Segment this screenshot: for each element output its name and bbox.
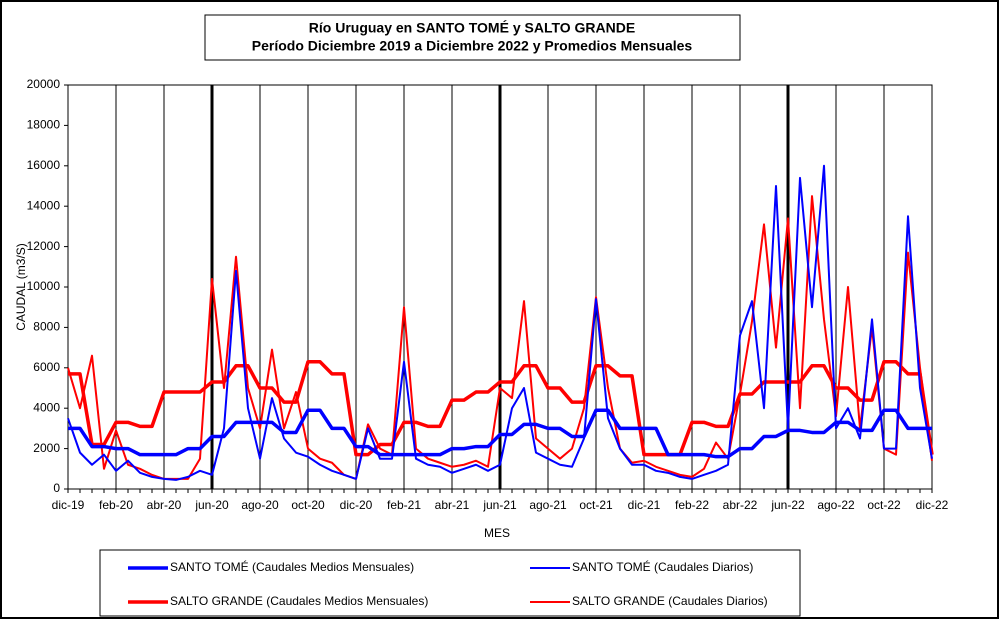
- x-tick-label: jun-22: [770, 498, 805, 512]
- title-box: [204, 14, 741, 61]
- x-tick-label: feb-22: [675, 498, 709, 512]
- x-tick-label: oct-21: [579, 498, 613, 512]
- x-tick-label: dic-21: [628, 498, 661, 512]
- y-axis-label: CAUDAL (m3/S): [14, 243, 28, 331]
- x-tick-label: dic-22: [916, 498, 949, 512]
- y-tick-label: 18000: [27, 118, 61, 132]
- chart-title: Río Uruguay en SANTO TOMÉ y SALTO GRANDE: [309, 20, 635, 36]
- x-tick-label: jun-21: [482, 498, 517, 512]
- legend-label: SALTO GRANDE (Caudales Medios Mensuales): [170, 594, 428, 608]
- y-tick-label: 14000: [27, 198, 61, 212]
- x-tick-label: abr-22: [723, 498, 758, 512]
- legend-label: SANTO TOMÉ (Caudales Diarios): [572, 559, 753, 574]
- y-tick-label: 8000: [33, 320, 60, 334]
- series-line: [67, 164, 933, 481]
- y-tick-label: 16000: [27, 158, 61, 172]
- y-tick-label: 20000: [27, 77, 61, 91]
- x-tick-label: abr-21: [435, 498, 470, 512]
- x-tick-label: ago-22: [817, 498, 855, 512]
- x-tick-label: ago-20: [241, 498, 279, 512]
- x-tick-label: oct-20: [291, 498, 325, 512]
- series-line: [67, 195, 933, 480]
- x-tick-label: dic-20: [340, 498, 373, 512]
- y-tick-label: 2000: [33, 441, 60, 455]
- y-tick-label: 10000: [27, 279, 61, 293]
- legend-label: SANTO TOMÉ (Caudales Medios Mensuales): [170, 559, 414, 574]
- y-tick-label: 0: [53, 481, 60, 495]
- series-line: [68, 408, 932, 459]
- x-tick-label: dic-19: [52, 498, 85, 512]
- legend-box: [99, 549, 801, 617]
- series-line: [68, 359, 934, 457]
- y-tick-label: 6000: [33, 360, 60, 374]
- x-tick-label: ago-21: [529, 498, 567, 512]
- x-tick-label: feb-21: [387, 498, 421, 512]
- y-tick-label: 4000: [33, 400, 60, 414]
- x-tick-label: jun-20: [194, 498, 229, 512]
- x-tick-label: abr-20: [147, 498, 182, 512]
- x-axis-label: MES: [484, 526, 510, 540]
- x-tick-label: oct-22: [867, 498, 901, 512]
- legend-label: SALTO GRANDE (Caudales Diarios): [572, 594, 768, 608]
- y-tick-label: 12000: [27, 239, 61, 253]
- x-tick-label: feb-20: [99, 498, 133, 512]
- chart-subtitle: Período Diciembre 2019 a Diciembre 2022 …: [252, 38, 693, 54]
